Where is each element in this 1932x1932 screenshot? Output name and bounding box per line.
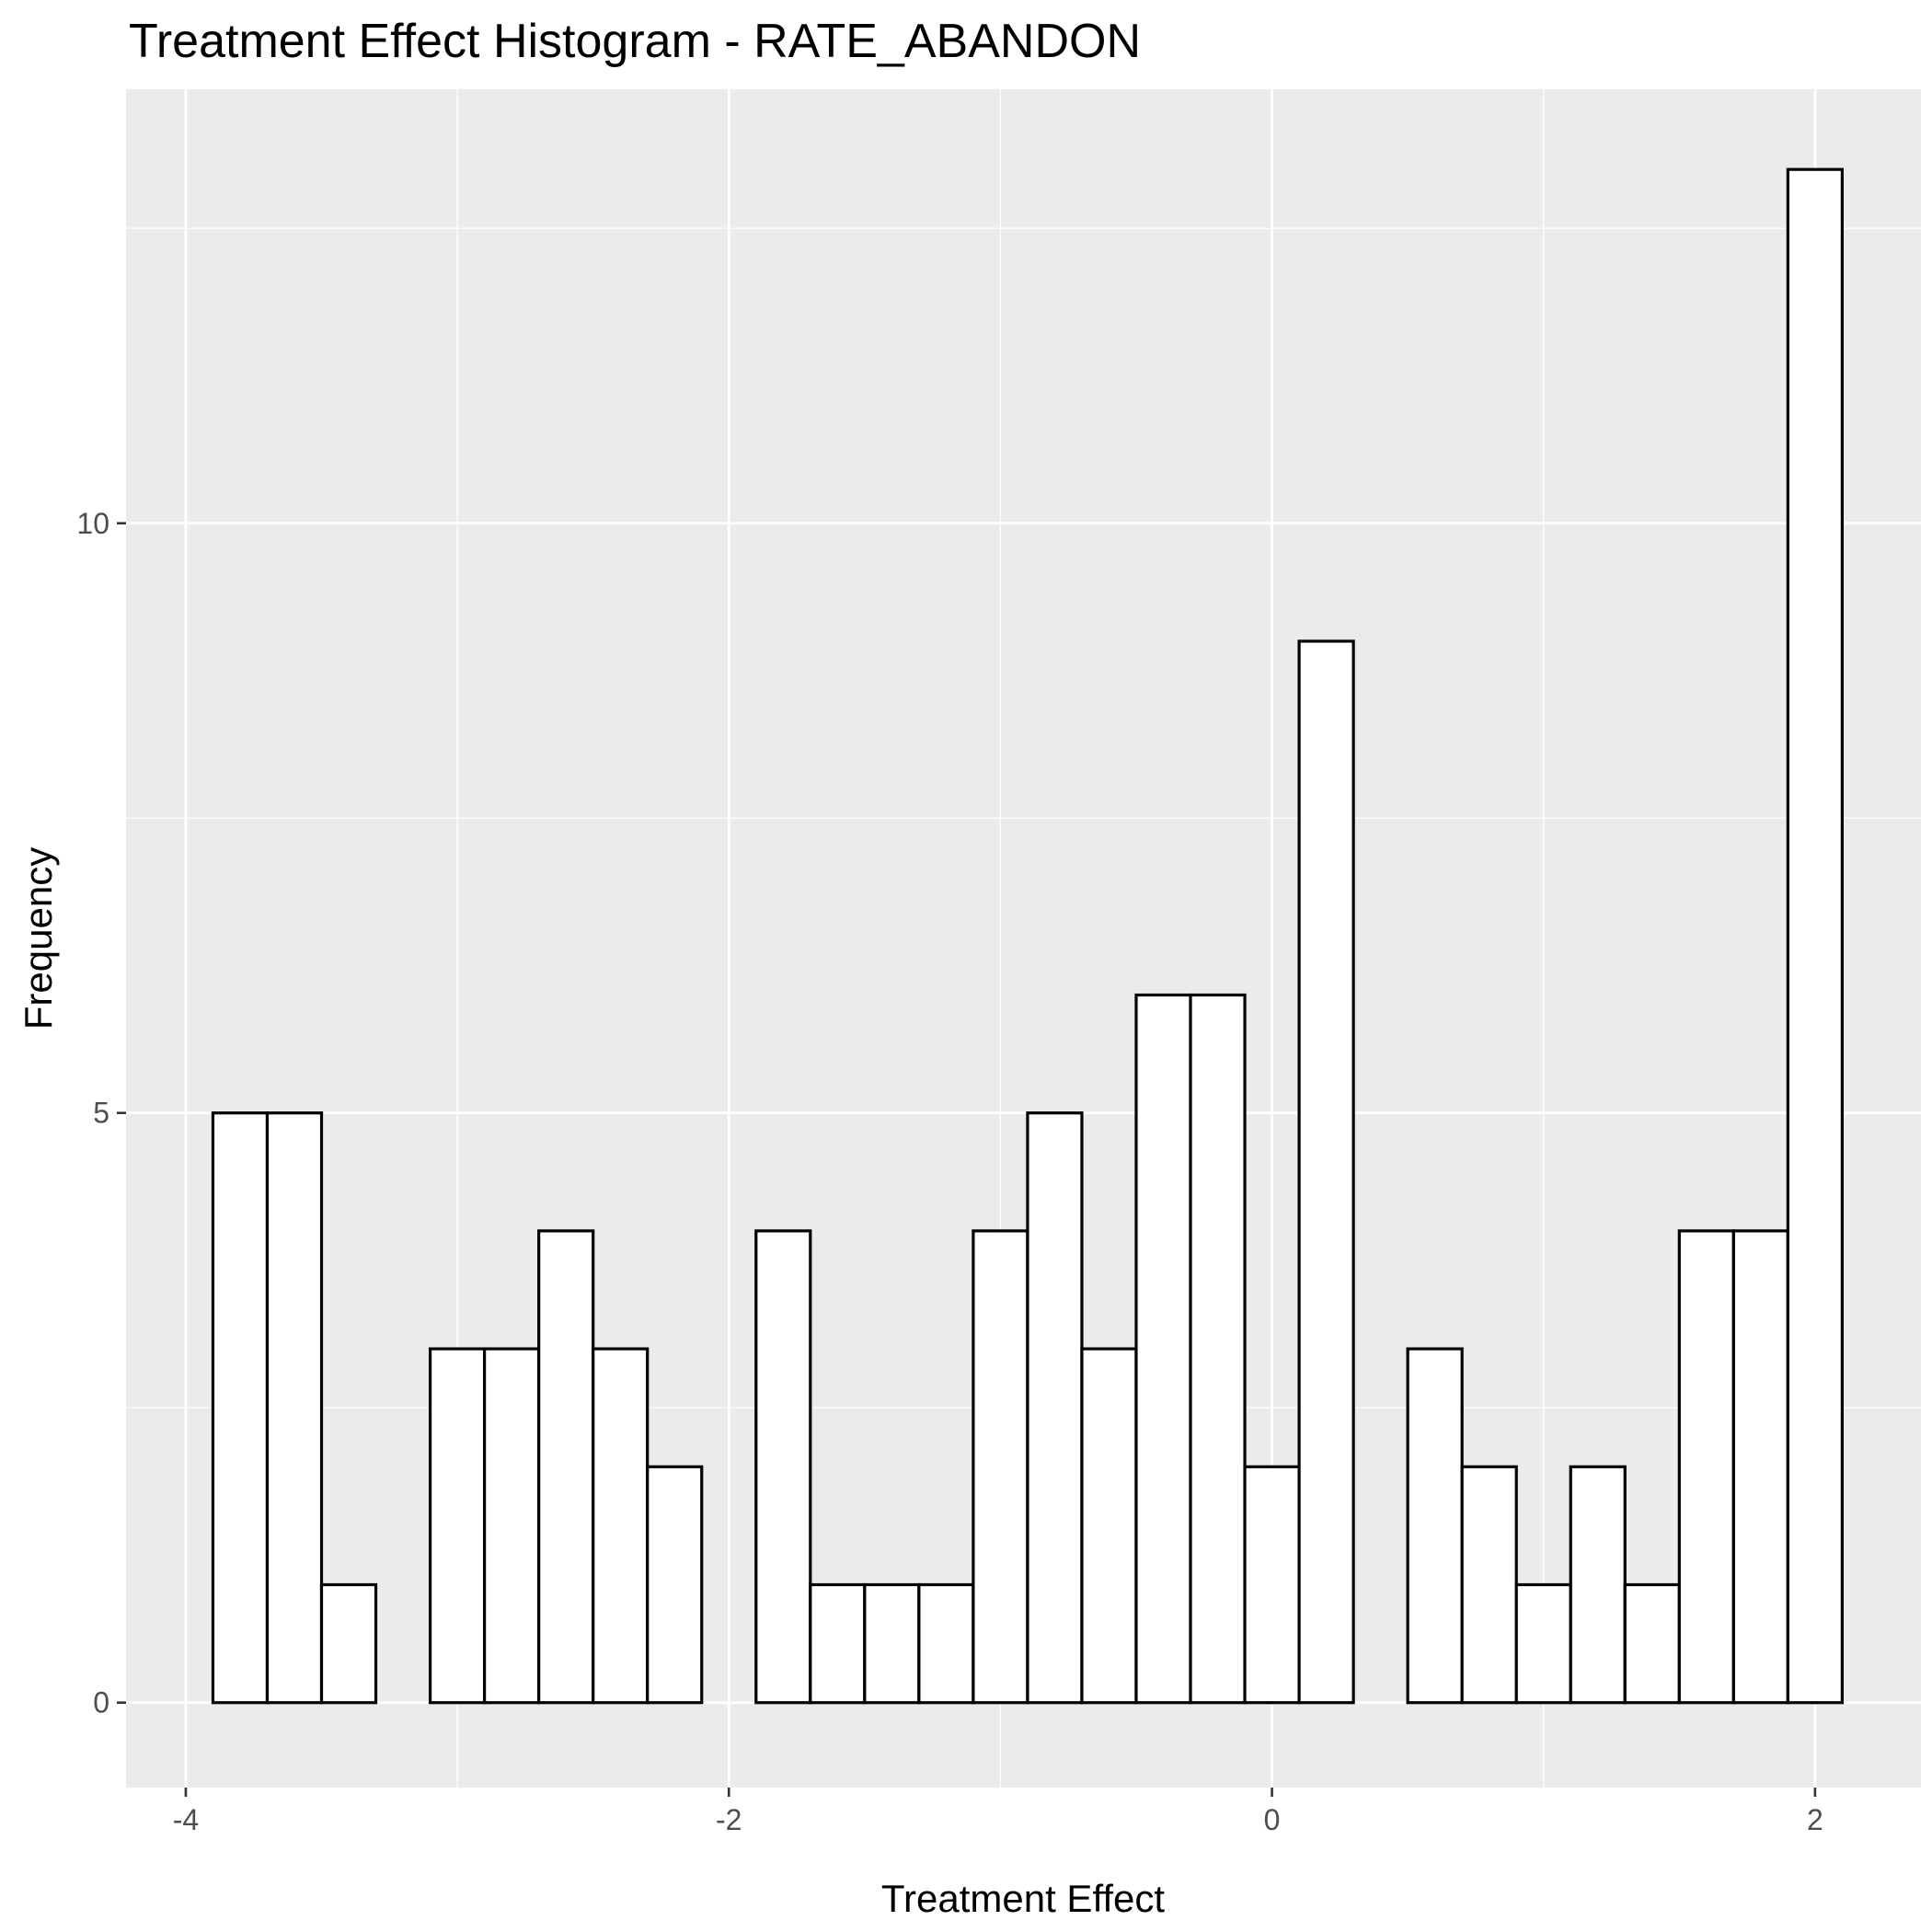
y-tick-label: 0 (93, 1686, 109, 1719)
histogram-bar (211, 1111, 270, 1705)
histogram-bar (1623, 1582, 1681, 1705)
histogram-bar (809, 1582, 867, 1705)
chart-title: Treatment Effect Histogram - RATE_ABANDO… (129, 15, 1141, 68)
histogram-bar (863, 1582, 921, 1705)
histogram-bar (483, 1347, 541, 1705)
histogram-bar (1243, 1465, 1301, 1705)
histogram-bar (972, 1229, 1029, 1705)
x-tick-label: -4 (173, 1803, 199, 1836)
histogram-bar (1731, 1229, 1789, 1705)
y-axis-title: Frequency (17, 847, 60, 1029)
histogram-bar (1297, 639, 1355, 1705)
histogram-bar (917, 1582, 975, 1705)
x-tick-label: 0 (1264, 1803, 1281, 1836)
x-tick-label: -2 (716, 1803, 742, 1836)
histogram-bar (646, 1465, 704, 1705)
histogram-bar (1460, 1465, 1518, 1705)
histogram-bar (1514, 1582, 1572, 1705)
histogram-bar (1677, 1229, 1735, 1705)
histogram-bar (754, 1229, 812, 1705)
histogram-bar (1080, 1347, 1138, 1705)
x-axis-title: Treatment Effect (881, 1877, 1165, 1920)
histogram-bar (1134, 993, 1192, 1705)
histogram-bar (319, 1582, 378, 1705)
histogram-bar (592, 1347, 650, 1705)
histogram-bar (1189, 993, 1247, 1705)
histogram-bar (1406, 1347, 1464, 1705)
x-axis: -4 -2 0 2 (173, 1788, 1823, 1836)
histogram-bar (1786, 167, 1845, 1705)
histogram-bar (1569, 1465, 1627, 1705)
histogram-bar (265, 1111, 324, 1705)
y-tick-label: 5 (93, 1097, 109, 1130)
histogram-bars (211, 167, 1845, 1705)
histogram-bar (537, 1229, 595, 1705)
y-tick-label: 10 (76, 507, 109, 540)
x-tick-label: 2 (1807, 1803, 1823, 1836)
y-axis: 0 5 10 (76, 507, 126, 1719)
histogram-bar (1026, 1111, 1084, 1705)
histogram-bar (428, 1347, 487, 1705)
